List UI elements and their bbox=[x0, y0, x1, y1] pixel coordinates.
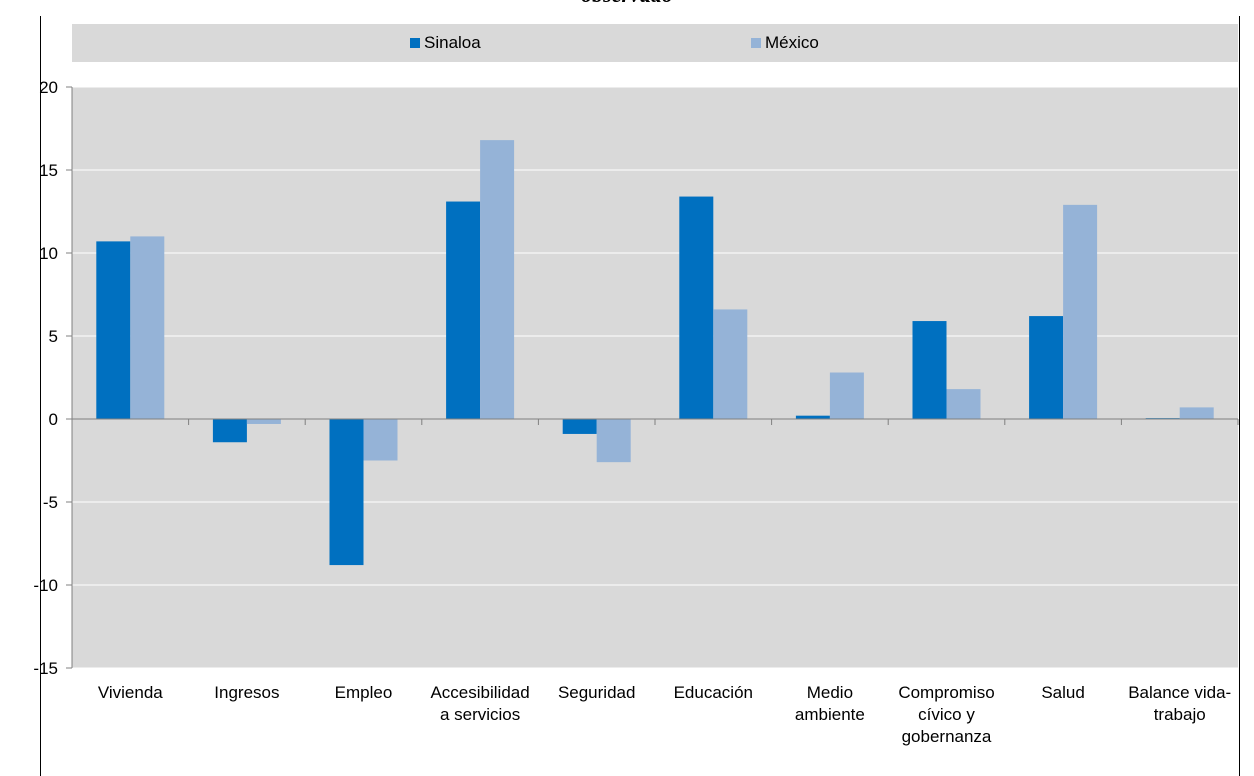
x-category-label-line: Accesibilidad bbox=[430, 683, 529, 702]
bar-sinaloa bbox=[96, 241, 131, 419]
legend-item-sinaloa: Sinaloa bbox=[410, 33, 481, 53]
y-tick-label: 10 bbox=[39, 244, 58, 263]
bar-mexico bbox=[363, 419, 398, 461]
y-tick-label: 15 bbox=[39, 161, 58, 180]
x-category-label-line: Ingresos bbox=[214, 683, 279, 702]
bar-mexico bbox=[246, 419, 281, 424]
chart-title-fragment: observado bbox=[0, 0, 1254, 8]
bar-sinaloa bbox=[562, 419, 597, 434]
x-category-label: Accesibilidad a servicios bbox=[430, 683, 529, 724]
x-category-label-line: Seguridad bbox=[558, 683, 636, 702]
x-category-label-line: Balance vida- bbox=[1128, 683, 1231, 702]
x-category-label: Empleo bbox=[335, 683, 393, 702]
bar-mexico bbox=[130, 236, 165, 419]
x-category-label: Vivienda bbox=[98, 683, 163, 702]
bar-mexico bbox=[829, 372, 864, 419]
bar-sinaloa bbox=[1029, 316, 1064, 419]
bar-mexico bbox=[596, 419, 631, 463]
bar-sinaloa bbox=[212, 419, 247, 443]
y-tick-label: 0 bbox=[49, 410, 58, 429]
x-category-label-line: Medio bbox=[807, 683, 853, 702]
y-tick-label: -15 bbox=[33, 659, 58, 678]
y-tick-label: -10 bbox=[33, 576, 58, 595]
bar-mexico bbox=[1179, 407, 1214, 419]
bar-sinaloa bbox=[795, 415, 830, 419]
x-category-label: Salud bbox=[1041, 683, 1084, 702]
bar-sinaloa bbox=[446, 201, 481, 419]
legend-item-mexico: México bbox=[751, 33, 819, 53]
y-tick-labels: 20 15 10 5 0 -5 -10 -15 bbox=[33, 78, 58, 678]
bar-sinaloa bbox=[329, 419, 364, 566]
bars bbox=[96, 140, 1214, 566]
x-category-label: Seguridad bbox=[558, 683, 636, 702]
bar-sinaloa bbox=[912, 321, 947, 419]
bar-mexico bbox=[480, 140, 515, 419]
x-category-label-line: Educación bbox=[674, 683, 753, 702]
y-tick-label: -5 bbox=[43, 493, 58, 512]
chart-legend: Sinaloa México bbox=[72, 24, 1238, 62]
x-category-label-line: cívico y bbox=[918, 705, 975, 724]
x-category-label: Educación bbox=[674, 683, 753, 702]
x-category-label: Balance vida-trabajo bbox=[1128, 683, 1231, 724]
bar-mexico bbox=[946, 389, 981, 419]
legend-label-sinaloa: Sinaloa bbox=[424, 33, 481, 52]
legend-label-mexico: México bbox=[765, 33, 819, 52]
x-category-label: Ingresos bbox=[214, 683, 279, 702]
bar-mexico bbox=[1063, 204, 1098, 419]
axes bbox=[66, 86, 1239, 669]
legend-swatch-mexico bbox=[751, 38, 761, 48]
bar-mexico bbox=[713, 309, 748, 419]
x-category-label-line: a servicios bbox=[440, 705, 520, 724]
y-tick-label: 5 bbox=[49, 327, 58, 346]
y-tick-label: 20 bbox=[39, 78, 58, 97]
x-category-label-line: Empleo bbox=[335, 683, 393, 702]
x-category-label-line: trabajo bbox=[1154, 705, 1206, 724]
x-category-label: Medio ambiente bbox=[795, 683, 865, 724]
bar-sinaloa bbox=[679, 196, 714, 419]
x-category-label: Compromiso cívico y gobernanza bbox=[898, 683, 994, 746]
x-category-label-line: Compromiso bbox=[898, 683, 994, 702]
legend-swatch-sinaloa bbox=[410, 38, 420, 48]
x-category-label-line: ambiente bbox=[795, 705, 865, 724]
x-category-label-line: gobernanza bbox=[902, 727, 992, 746]
x-category-labels: Vivienda Ingresos Empleo Accesibilidad a ser… bbox=[98, 683, 1231, 746]
x-category-label-line: Salud bbox=[1041, 683, 1084, 702]
x-category-label-line: Vivienda bbox=[98, 683, 163, 702]
